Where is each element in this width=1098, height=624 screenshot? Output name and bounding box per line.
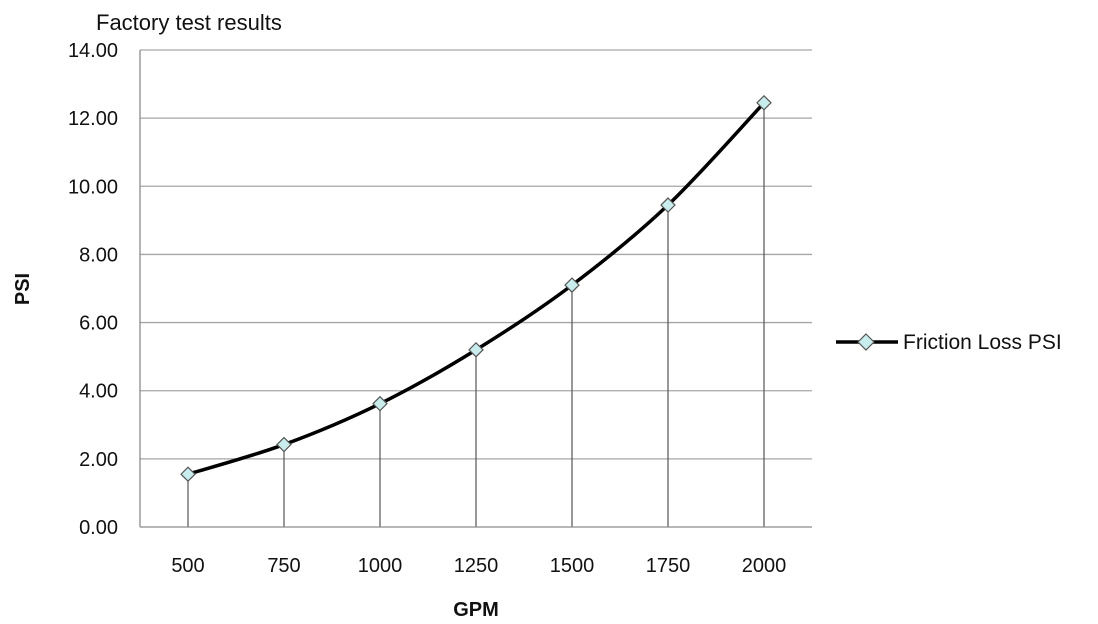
data-point-marker [468, 341, 484, 358]
y-tick-label: 6.00 [79, 313, 118, 335]
x-tick-label: 2000 [742, 555, 787, 577]
y-axis-label: PSI [12, 273, 34, 305]
data-point-marker [180, 466, 196, 483]
legend: Friction Loss PSI [836, 331, 1062, 354]
y-tick-label: 4.00 [79, 381, 118, 403]
x-tick-label: 750 [267, 555, 300, 577]
legend-label: Friction Loss PSI [903, 331, 1062, 354]
y-tick-label: 10.00 [68, 176, 118, 198]
y-tick-label: 12.00 [68, 108, 118, 130]
x-tick-label: 1000 [358, 555, 403, 577]
x-tick-label: 1500 [550, 555, 595, 577]
y-tick-label: 8.00 [79, 244, 118, 266]
data-point-marker [660, 197, 676, 213]
data-point-marker [756, 94, 772, 111]
series-markers [180, 94, 772, 483]
data-point-marker [276, 436, 292, 453]
drop-lines [187, 102, 765, 527]
chart-title: Factory test results [96, 10, 282, 35]
x-axis-label: GPM [453, 599, 499, 621]
y-tick-label: 14.00 [68, 40, 118, 62]
legend-marker-swatch [857, 333, 875, 351]
y-tick-label: 2.00 [79, 449, 118, 471]
x-tick-label: 500 [171, 555, 204, 577]
x-tick-label: 1750 [646, 555, 691, 577]
x-tick-labels: 500 750 1000 1250 1500 1750 2000 [171, 555, 786, 577]
data-point-marker [564, 277, 580, 293]
data-point-marker [372, 395, 388, 412]
y-tick-label: 0.00 [79, 517, 118, 539]
gridlines [140, 49, 812, 460]
x-tick-label: 1250 [454, 555, 499, 577]
y-tick-labels: 0.00 2.00 4.00 6.00 8.00 10.00 12.00 14.00 [68, 40, 118, 539]
